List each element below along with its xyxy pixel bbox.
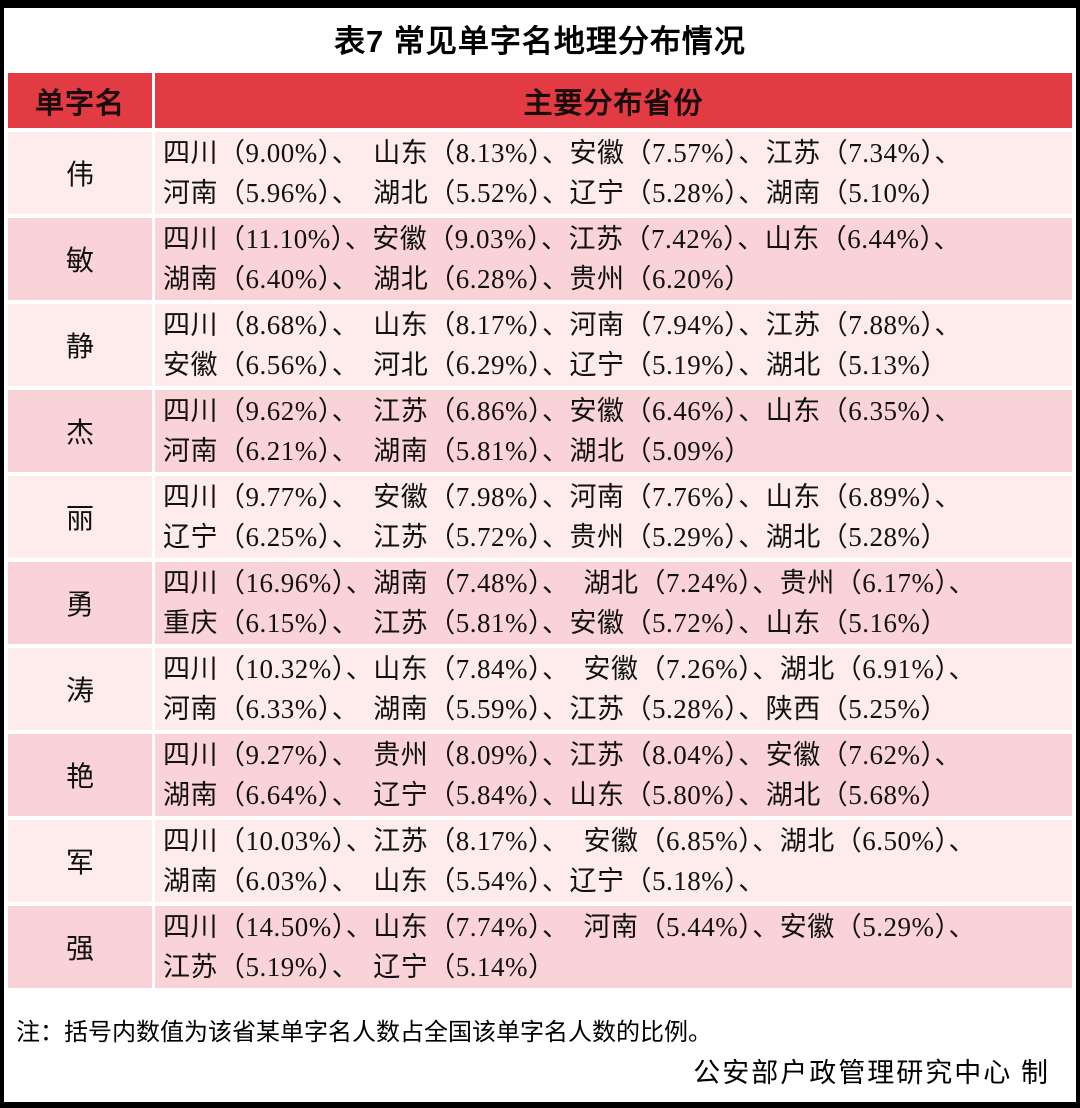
provinces-line-1: 四川（14.50%）、山东（7.74%）、 河南（5.44%）、安徽（5.29%… [163,912,976,942]
header-cell-name: 单字名 [8,73,152,128]
provinces-cell: 四川（11.10%）、安徽（9.03%）、江苏（7.42%）、山东（6.44%）… [155,218,1072,300]
provinces-cell: 四川（9.77%）、 安徽（7.98%）、河南（7.76%）、山东（6.89%）… [155,476,1072,558]
provinces-cell: 四川（9.00%）、 山东（8.13%）、安徽（7.57%）、江苏（7.34%）… [155,132,1072,214]
provinces-line-1: 四川（11.10%）、安徽（9.03%）、江苏（7.42%）、山东（6.44%）… [163,224,961,254]
provinces-line-2: 辽宁（6.25%）、 江苏（5.72%）、贵州（5.29%）、湖北（5.28%） [163,522,948,552]
provinces-line-1: 四川（16.96%）、湖南（7.48%）、 湖北（7.24%）、贵州（6.17%… [163,568,976,598]
provinces-line-1: 四川（10.32%）、山东（7.84%）、 安徽（7.26%）、湖北（6.91%… [163,654,976,684]
name-cell: 勇 [8,562,152,644]
provinces-line-2: 安徽（6.56%）、 河北（6.29%）、辽宁（5.19%）、湖北（5.13%） [163,350,948,380]
provinces-line-1: 四川（9.62%）、 江苏（6.86%）、安徽（6.46%）、山东（6.35%）… [163,396,962,426]
table-row: 敏四川（11.10%）、安徽（9.03%）、江苏（7.42%）、山东（6.44%… [8,218,1072,300]
column-divider [152,820,155,902]
column-divider [152,390,155,472]
name-cell: 敏 [8,218,152,300]
table-header-row: 单字名 主要分布省份 [8,73,1072,128]
name-cell: 艳 [8,734,152,816]
provinces-cell: 四川（16.96%）、湖南（7.48%）、 湖北（7.24%）、贵州（6.17%… [155,562,1072,644]
name-cell: 静 [8,304,152,386]
name-cell: 军 [8,820,152,902]
column-divider [152,218,155,300]
provinces-cell: 四川（10.03%）、江苏（8.17%）、 安徽（6.85%）、湖北（6.50%… [155,820,1072,902]
column-divider [152,648,155,730]
column-divider [152,906,155,988]
provinces-line-1: 四川（8.68%）、 山东（8.17%）、河南（7.94%）、江苏（7.88%）… [163,310,962,340]
table-row: 静四川（8.68%）、 山东（8.17%）、河南（7.94%）、江苏（7.88%… [8,304,1072,386]
table-row: 杰四川（9.62%）、 江苏（6.86%）、安徽（6.46%）、山东（6.35%… [8,390,1072,472]
provinces-cell: 四川（8.68%）、 山东（8.17%）、河南（7.94%）、江苏（7.88%）… [155,304,1072,386]
name-cell: 杰 [8,390,152,472]
provinces-line-2: 湖南（6.64%）、 辽宁（5.84%）、山东（5.80%）、湖北（5.68%） [163,780,948,810]
provinces-cell: 四川（9.62%）、 江苏（6.86%）、安徽（6.46%）、山东（6.35%）… [155,390,1072,472]
provinces-cell: 四川（14.50%）、山东（7.74%）、 河南（5.44%）、安徽（5.29%… [155,906,1072,988]
attribution: 公安部户政管理研究中心 制 [693,1058,1050,1088]
distribution-table: 单字名 主要分布省份 伟四川（9.00%）、 山东（8.13%）、安徽（7.57… [8,73,1072,988]
provinces-line-2: 河南（5.96%）、 湖北（5.52%）、辽宁（5.28%）、湖南（5.10%） [163,178,948,208]
name-cell: 强 [8,906,152,988]
provinces-line-1: 四川（9.00%）、 山东（8.13%）、安徽（7.57%）、江苏（7.34%）… [163,138,962,168]
table-row: 军四川（10.03%）、江苏（8.17%）、 安徽（6.85%）、湖北（6.50… [8,820,1072,902]
table-row: 伟四川（9.00%）、 山东（8.13%）、安徽（7.57%）、江苏（7.34%… [8,132,1072,214]
provinces-line-1: 四川（10.03%）、江苏（8.17%）、 安徽（6.85%）、湖北（6.50%… [163,826,976,856]
column-divider [152,734,155,816]
provinces-line-2: 重庆（6.15%）、 江苏（5.81%）、安徽（5.72%）、山东（5.16%） [163,608,948,638]
table-page: 表7 常见单字名地理分布情况 单字名 主要分布省份 伟四川（9.00%）、 山东… [4,8,1076,1102]
table-row: 勇四川（16.96%）、湖南（7.48%）、 湖北（7.24%）、贵州（6.17… [8,562,1072,644]
footnote: 注：括号内数值为该省某单字名人数占全国该单字名人数的比例。 [16,1020,712,1046]
column-divider [152,476,155,558]
provinces-line-2: 湖南（6.40%）、 湖北（6.28%）、贵州（6.20%） [163,264,752,294]
table-rows: 伟四川（9.00%）、 山东（8.13%）、安徽（7.57%）、江苏（7.34%… [8,132,1072,988]
column-divider [152,304,155,386]
table-row: 艳四川（9.27%）、 贵州（8.09%）、江苏（8.04%）、安徽（7.62%… [8,734,1072,816]
provinces-line-2: 江苏（5.19%）、 辽宁（5.14%） [163,952,556,982]
provinces-line-1: 四川（9.77%）、 安徽（7.98%）、河南（7.76%）、山东（6.89%）… [163,482,962,512]
provinces-line-2: 河南（6.21%）、 湖南（5.81%）、湖北（5.09%） [163,436,752,466]
provinces-line-1: 四川（9.27%）、 贵州（8.09%）、江苏（8.04%）、安徽（7.62%）… [163,740,962,770]
name-cell: 丽 [8,476,152,558]
column-divider [152,562,155,644]
provinces-cell: 四川（9.27%）、 贵州（8.09%）、江苏（8.04%）、安徽（7.62%）… [155,734,1072,816]
name-cell: 涛 [8,648,152,730]
table-row: 涛四川（10.32%）、山东（7.84%）、 安徽（7.26%）、湖北（6.91… [8,648,1072,730]
name-cell: 伟 [8,132,152,214]
column-divider [152,73,155,128]
provinces-line-2: 湖南（6.03%）、 山东（5.54%）、辽宁（5.18%）、 [163,866,766,896]
column-divider [152,132,155,214]
provinces-cell: 四川（10.32%）、山东（7.84%）、 安徽（7.26%）、湖北（6.91%… [155,648,1072,730]
table-row: 丽四川（9.77%）、 安徽（7.98%）、河南（7.76%）、山东（6.89%… [8,476,1072,558]
provinces-line-2: 河南（6.33%）、 湖南（5.59%）、江苏（5.28%）、陕西（5.25%） [163,694,948,724]
page-title: 表7 常见单字名地理分布情况 [334,24,746,59]
table-row: 强四川（14.50%）、山东（7.74%）、 河南（5.44%）、安徽（5.29… [8,906,1072,988]
header-cell-provinces: 主要分布省份 [155,73,1072,128]
